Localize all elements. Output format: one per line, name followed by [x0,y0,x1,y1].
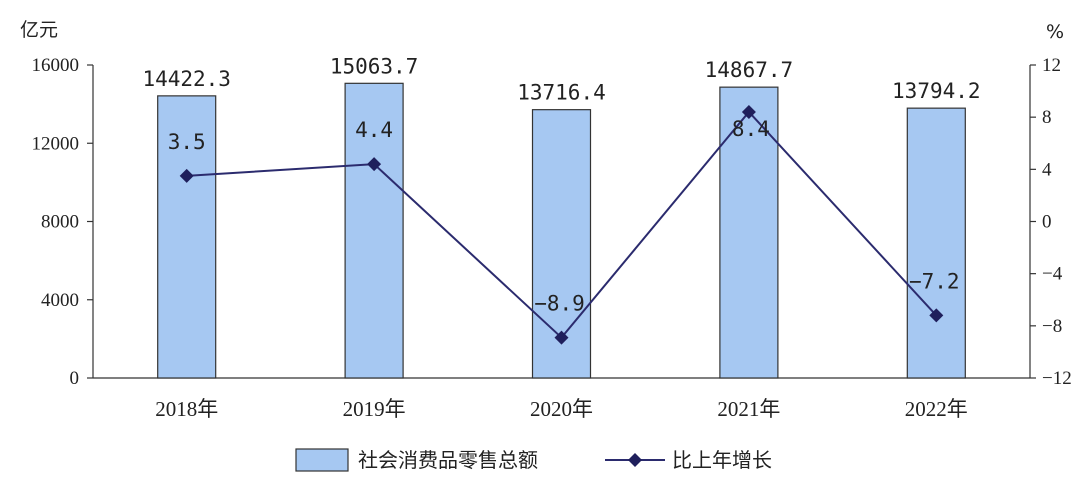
bar-value-label: 15063.7 [330,54,419,78]
x-tick-label: 2019年 [343,397,406,421]
growth-marker [367,157,382,172]
x-tick-label: 2018年 [155,397,218,421]
left-tick-label: 12000 [32,133,80,154]
legend-line-marker [628,453,642,467]
growth-marker [554,330,569,345]
bar-value-label: 14867.7 [705,58,794,82]
bar-value-label: 13794.2 [892,79,981,103]
right-axis-unit: % [1046,21,1064,43]
plot-area: 0 4000 8000 12000 16000 −12 −8 −4 0 4 8 12 2018年 1442… [32,54,1072,421]
x-tick-label: 2020年 [530,397,593,421]
growth-value-label: 8.4 [732,117,770,141]
bar-value-label: 14422.3 [142,67,231,91]
left-axis-unit: 亿元 [20,19,58,41]
right-tick-label: 12 [1042,55,1061,76]
left-tick-label: 4000 [41,290,79,311]
right-tick-label: −8 [1042,316,1062,337]
bar [157,95,217,379]
growth-value-label: 3.5 [168,130,206,154]
right-tick-label: 0 [1042,212,1052,233]
growth-value-label: −8.9 [534,292,585,316]
legend-bar-swatch [295,448,349,472]
right-tick-label: −4 [1042,264,1063,285]
left-tick-label: 16000 [32,55,80,76]
left-tick-label: 0 [70,368,80,389]
growth-marker [929,308,944,323]
growth-value-label: 4.4 [355,118,393,142]
left-tick-label: 8000 [41,212,79,233]
growth-value-label: −7.2 [909,269,960,293]
right-tick-label: 4 [1042,159,1052,180]
x-tick-label: 2021年 [717,397,780,421]
right-tick-label: 8 [1042,107,1052,128]
growth-marker [179,168,194,183]
legend: 社会消费品零售总额 比上年增长 [295,448,772,472]
bar-value-label: 13716.4 [517,81,606,105]
right-tick-label: −12 [1042,368,1072,389]
legend-bar-label: 社会消费品零售总额 [358,448,538,472]
x-tick-label: 2022年 [905,397,968,421]
bar [906,107,966,379]
bar [344,82,404,379]
growth-marker [741,104,756,119]
legend-line-label: 比上年增长 [672,448,772,472]
